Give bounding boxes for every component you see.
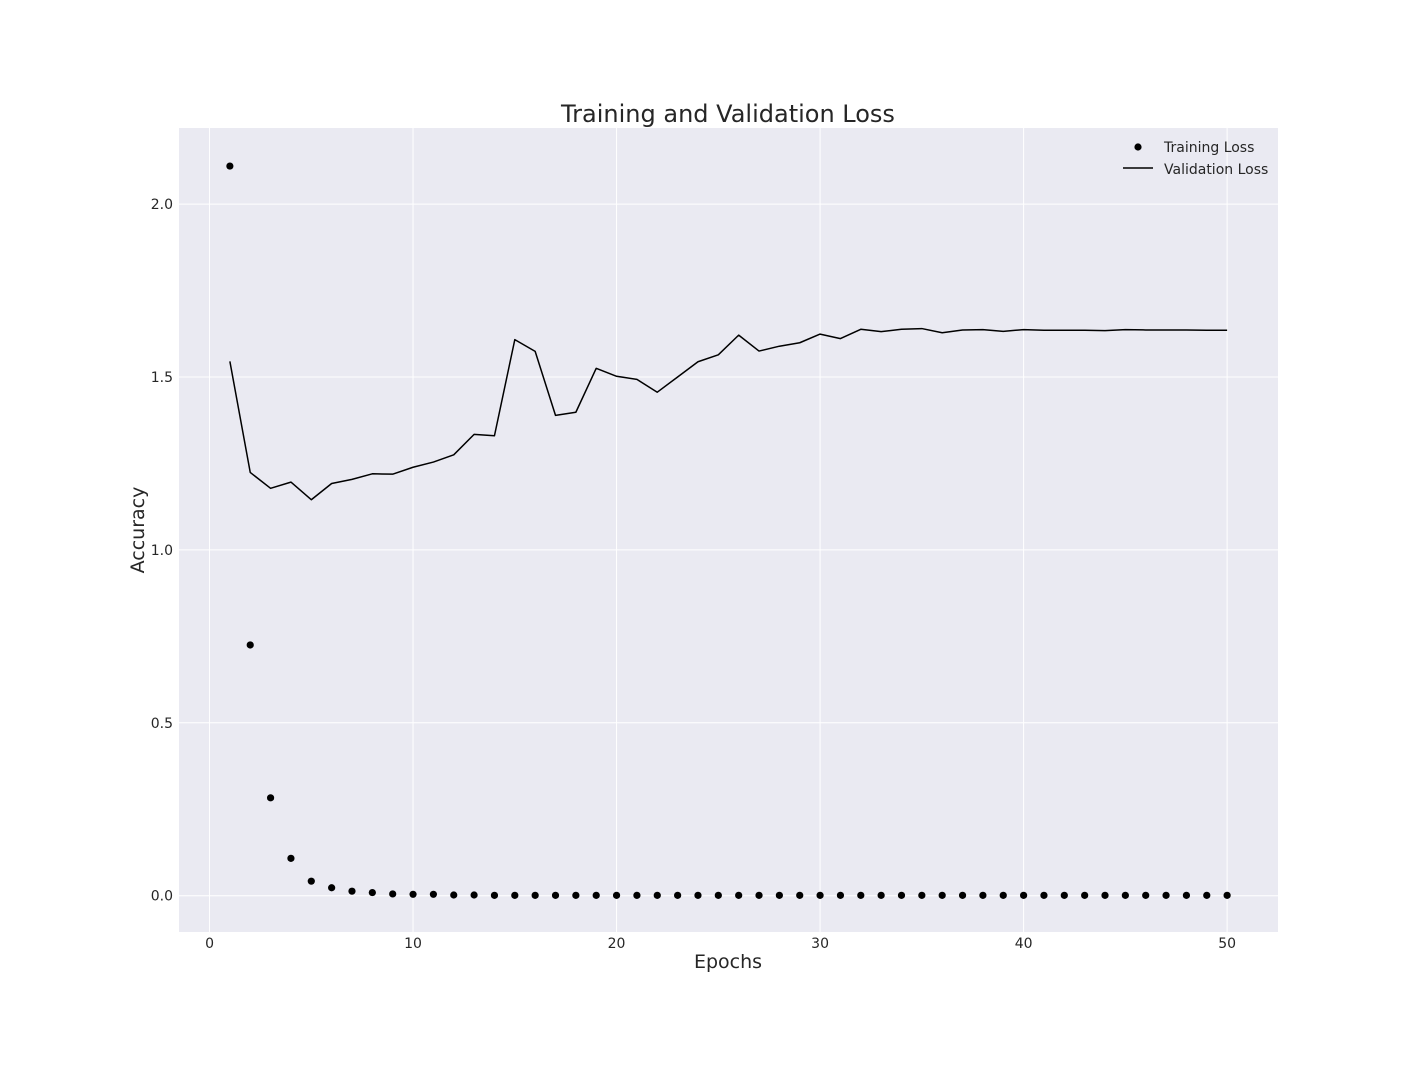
training-loss-point [470, 891, 478, 899]
training-loss-point [368, 888, 376, 897]
y-tick-label: 0.0 [151, 889, 173, 905]
training-loss-point [918, 891, 926, 899]
training-loss-point [857, 891, 865, 899]
y-tick-label: 0.5 [151, 716, 173, 732]
training-loss-point [1121, 891, 1129, 899]
training-loss-point [307, 877, 315, 885]
training-loss-point [714, 891, 722, 899]
training-loss-point [816, 891, 824, 899]
legend-marker-training-loss [1134, 143, 1142, 151]
training-loss-point [328, 884, 336, 892]
training-loss-point [572, 891, 580, 899]
legend: Training Loss Validation Loss [1123, 140, 1268, 178]
training-loss-point [1223, 891, 1231, 899]
training-loss-point [551, 891, 560, 899]
training-loss-point [409, 890, 417, 898]
training-loss-point [999, 891, 1007, 899]
plot-area [179, 128, 1278, 932]
training-loss-point [1020, 891, 1028, 899]
x-tick-label: 10 [404, 936, 422, 952]
x-tick-label: 40 [1015, 936, 1033, 952]
legend-label-validation-loss: Validation Loss [1164, 162, 1268, 178]
training-loss-point [633, 891, 641, 899]
training-loss-point [938, 891, 946, 899]
training-loss-point [348, 887, 356, 895]
training-loss-point [877, 891, 885, 899]
training-loss-point [1162, 891, 1170, 899]
training-loss-point [226, 162, 234, 170]
training-loss-point [612, 891, 621, 899]
training-loss-point [1203, 891, 1211, 899]
training-loss-point [1060, 891, 1068, 899]
training-loss-point [674, 891, 682, 899]
training-loss-point [287, 854, 295, 862]
grid-lines [179, 128, 1278, 932]
chart-title: Training and Validation Loss [560, 100, 895, 128]
training-loss-point [490, 891, 499, 899]
validation-loss-line [229, 327, 1228, 501]
legend-label-training-loss: Training Loss [1163, 140, 1254, 156]
training-loss-point [1101, 891, 1109, 899]
x-tick-label: 30 [811, 936, 829, 952]
training-loss-point [653, 891, 661, 899]
training-loss-point [266, 794, 275, 802]
training-loss-point [694, 891, 702, 899]
training-loss-point [1182, 891, 1191, 899]
training-loss-point [246, 641, 254, 649]
training-loss-point [531, 891, 539, 899]
training-loss-series [226, 162, 1231, 899]
training-loss-point [897, 891, 906, 899]
training-loss-point [796, 891, 804, 899]
training-loss-point [775, 891, 783, 899]
y-tick-labels: 0.0 0.5 1.0 1.5 2.0 [151, 197, 173, 905]
y-tick-label: 2.0 [151, 197, 173, 213]
training-loss-point [755, 891, 763, 899]
training-loss-point [429, 890, 437, 898]
training-loss-point [1081, 891, 1089, 899]
validation-loss-series [229, 327, 1228, 501]
x-tick-labels: 0 10 20 30 40 50 [205, 936, 1236, 952]
training-loss-point [836, 891, 845, 899]
x-tick-label: 20 [608, 936, 626, 952]
y-tick-label: 1.5 [151, 370, 173, 386]
training-loss-point [389, 890, 397, 898]
x-tick-label: 50 [1218, 936, 1236, 952]
y-tick-label: 1.0 [151, 543, 173, 559]
training-loss-point [958, 891, 967, 899]
y-axis-label: Accuracy [127, 487, 149, 574]
training-loss-point [1142, 891, 1150, 899]
training-loss-point [511, 891, 519, 899]
training-loss-point [592, 891, 600, 899]
x-tick-label: 0 [205, 936, 214, 952]
training-loss-point [735, 891, 743, 899]
training-loss-point [450, 891, 458, 899]
training-loss-point [979, 891, 987, 899]
training-loss-point [1040, 891, 1048, 899]
x-axis-label: Epochs [694, 951, 762, 973]
